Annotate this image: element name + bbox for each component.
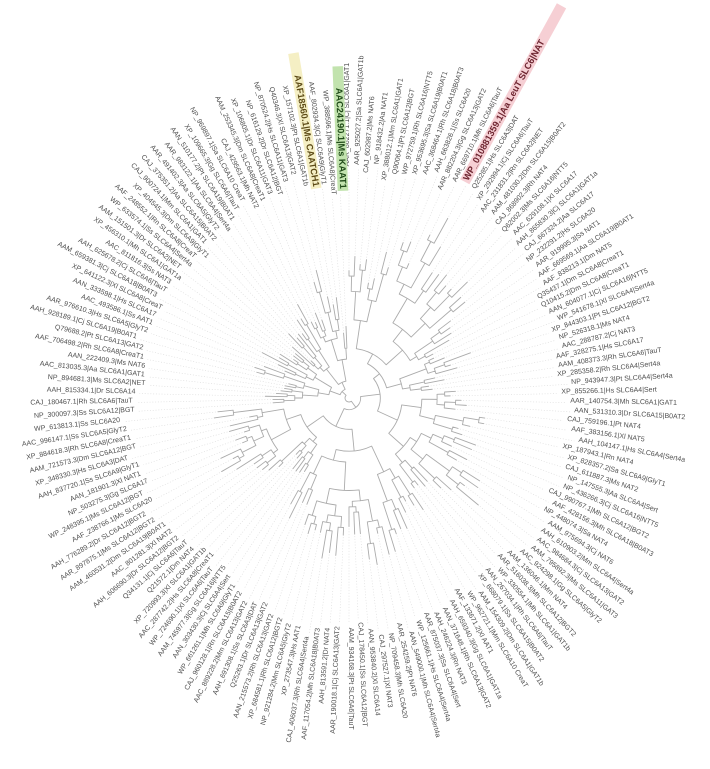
svg-text:AAM_934168.3|Pt SLC6A6|TauT: AAM_934168.3|Pt SLC6A6|TauT [347,628,354,731]
